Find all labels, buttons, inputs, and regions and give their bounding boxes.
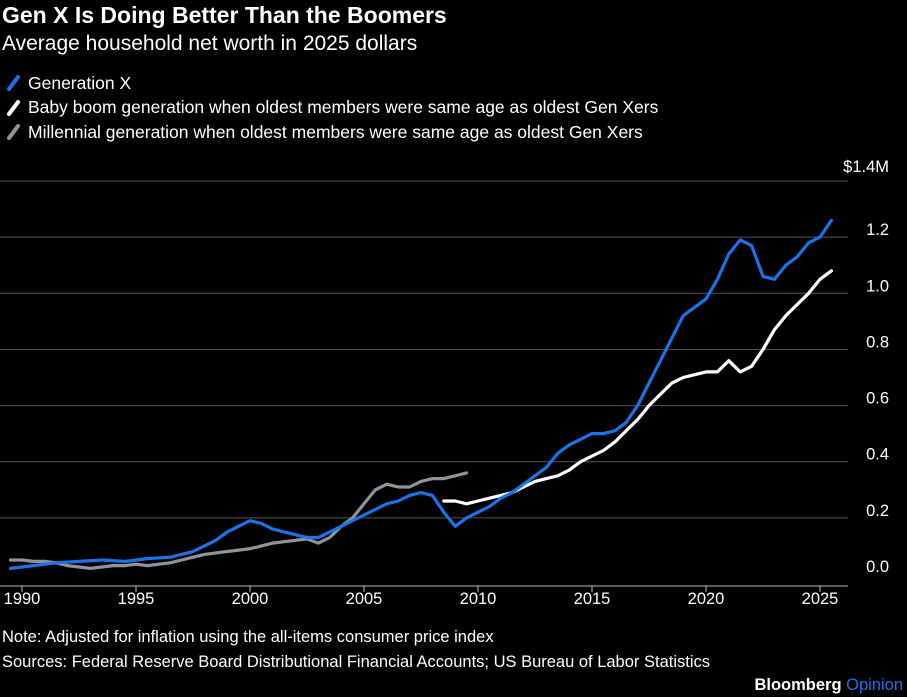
- x-tick-label: 2015: [574, 590, 611, 608]
- y-tick-label: 1.2: [866, 221, 889, 239]
- legend-item-boomers: Baby boom generation when oldest members…: [6, 96, 658, 121]
- y-tick-label: 0.2: [866, 502, 889, 520]
- series-line-boomers: [442, 269, 834, 506]
- x-tick-label: 1995: [118, 590, 155, 608]
- series-line-gen-x: [9, 218, 834, 571]
- y-tick-label: 1.0: [866, 277, 889, 295]
- chart-title: Gen X Is Doing Better Than the Boomers: [2, 2, 447, 28]
- legend-swatch-boomers: [7, 99, 20, 116]
- x-tick-label: 1990: [4, 590, 41, 608]
- series-line-millennials: [9, 471, 469, 571]
- x-tick-label: 2010: [460, 590, 497, 608]
- legend-swatch-gen-x: [7, 75, 20, 92]
- legend-item-gen-x: Generation X: [6, 71, 658, 96]
- chart-sources: Sources: Federal Reserve Board Distribut…: [2, 653, 711, 671]
- legend-item-millennials: Millennial generation when oldest member…: [6, 120, 658, 145]
- legend-label-gen-x: Generation X: [28, 72, 132, 93]
- y-tick-label: 0.4: [866, 446, 889, 464]
- y-tick-label: $1.4M: [843, 158, 889, 176]
- chart-subtitle: Average household net worth in 2025 doll…: [2, 32, 418, 55]
- legend-label-millennials: Millennial generation when oldest member…: [28, 121, 643, 142]
- brand-logo: Bloomberg Opinion: [754, 676, 903, 695]
- chart-note: Note: Adjusted for inflation using the a…: [2, 628, 494, 646]
- legend-label-boomers: Baby boom generation when oldest members…: [28, 97, 659, 118]
- x-tick-label: 2005: [346, 590, 383, 608]
- y-tick-label: 0.0: [866, 558, 889, 576]
- brand-sub: Opinion: [846, 676, 903, 694]
- x-tick-label: 2000: [232, 590, 269, 608]
- x-tick-label: 2025: [802, 590, 839, 608]
- y-tick-label: 0.8: [866, 333, 889, 351]
- legend: Generation X Baby boom generation when o…: [6, 71, 658, 145]
- x-tick-label: 2020: [688, 590, 725, 608]
- y-tick-label: 0.6: [866, 390, 889, 408]
- brand-name: Bloomberg: [754, 676, 842, 694]
- legend-swatch-millennials: [7, 124, 20, 141]
